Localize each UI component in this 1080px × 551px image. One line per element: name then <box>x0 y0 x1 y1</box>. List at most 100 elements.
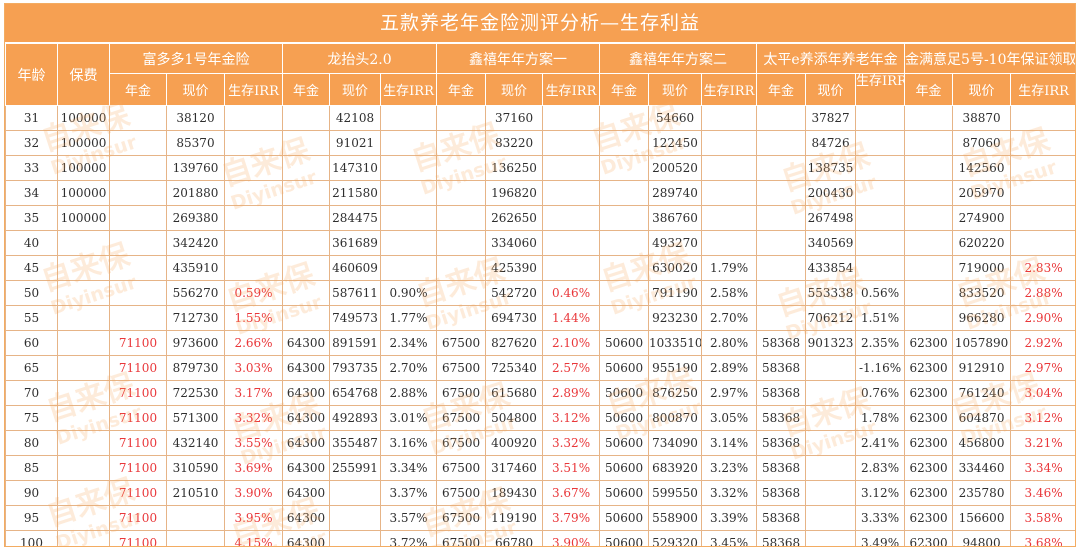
value-cell: 37160 <box>485 105 544 131</box>
value-cell: 71100 <box>109 530 167 546</box>
value-cell: 58368 <box>756 480 807 506</box>
value-cell: 71100 <box>109 355 167 381</box>
table-row: 31 100000 38120 42108 37160 54660 37827 38870 <box>5 105 1075 131</box>
value-cell: 587611 <box>329 280 382 306</box>
value-cell <box>223 180 284 206</box>
value-cell: 2.97% <box>701 380 758 406</box>
table-row: 55 712730 1.55% 749573 1.77% 694730 1.44% 92323… <box>5 305 1075 331</box>
value-cell: 504800 <box>485 405 544 431</box>
value-cell <box>282 205 331 231</box>
value-cell: 722530 <box>166 380 225 406</box>
table-row: 34 100000 201880 211580 196820 289740 200430 20… <box>5 180 1075 206</box>
value-cell: 973600 <box>166 330 225 356</box>
value-cell: 64300 <box>282 430 331 456</box>
value-cell: 734090 <box>648 430 703 456</box>
value-cell: 267498 <box>805 205 857 231</box>
value-cell <box>756 205 807 231</box>
value-cell: 604870 <box>952 405 1012 431</box>
value-cell: 912910 <box>952 355 1012 381</box>
value-cell <box>223 230 284 256</box>
value-cell: 94800 <box>952 530 1012 546</box>
value-cell <box>805 380 857 406</box>
value-cell: 901323 <box>805 330 857 356</box>
value-cell: 334460 <box>952 455 1012 481</box>
value-cell <box>904 255 954 281</box>
value-cell <box>904 105 954 131</box>
table-body: 31 100000 38120 42108 37160 54660 37827 38870 32… <box>5 105 1075 546</box>
subheader-survival-irr: 生存IRR <box>223 73 284 106</box>
value-cell: 355487 <box>329 430 382 456</box>
value-cell: 3.17% <box>223 380 284 406</box>
value-cell: 58368 <box>756 355 807 381</box>
value-cell <box>223 155 284 181</box>
value-cell <box>380 155 438 181</box>
value-cell <box>599 280 650 306</box>
value-cell: 3.34% <box>1010 455 1075 481</box>
value-cell: 3.34% <box>380 455 438 481</box>
value-cell: 62300 <box>904 355 954 381</box>
value-cell: 58368 <box>756 530 807 546</box>
value-cell <box>109 255 167 281</box>
value-cell: 58368 <box>756 430 807 456</box>
value-cell: 64300 <box>282 330 331 356</box>
header-age: 年龄 <box>5 43 58 106</box>
table-row: 100 71100 4.15% 64300 3.72% 67500 66780 3.90% 50… <box>5 530 1075 546</box>
value-cell: 62300 <box>904 430 954 456</box>
value-cell <box>380 205 438 231</box>
value-cell: 62300 <box>904 455 954 481</box>
value-cell <box>599 230 650 256</box>
value-cell: 50600 <box>599 530 650 546</box>
value-cell <box>329 480 382 506</box>
age-cell: 65 <box>5 355 58 381</box>
value-cell: 2.41% <box>855 430 906 456</box>
value-cell: 3.14% <box>701 430 758 456</box>
value-cell <box>223 205 284 231</box>
value-cell: 201880 <box>166 180 225 206</box>
table-row: 75 71100 571300 3.32% 64300 492893 3.01% 67500 5… <box>5 405 1075 431</box>
value-cell: 0.56% <box>855 280 906 306</box>
value-cell <box>380 180 438 206</box>
value-cell: 50600 <box>599 330 650 356</box>
value-cell: 67500 <box>436 530 487 546</box>
value-cell <box>904 280 954 306</box>
value-cell: 84726 <box>805 130 857 156</box>
value-cell: 50600 <box>599 405 650 431</box>
value-cell: 38870 <box>952 105 1012 131</box>
value-cell <box>542 155 601 181</box>
value-cell <box>436 280 487 306</box>
value-cell <box>599 130 650 156</box>
age-cell: 85 <box>5 455 58 481</box>
value-cell <box>1010 180 1075 206</box>
premium-cell <box>57 480 110 506</box>
value-cell: 433854 <box>805 255 857 281</box>
value-cell: 310590 <box>166 455 225 481</box>
value-cell <box>436 255 487 281</box>
table-row: 80 71100 432140 3.55% 64300 355487 3.16% 67500 4… <box>5 430 1075 456</box>
value-cell: 64300 <box>282 355 331 381</box>
subheader-cash-value: 现价 <box>648 73 703 106</box>
value-cell: 189430 <box>485 480 544 506</box>
subheader-cash-value: 现价 <box>952 73 1012 106</box>
value-cell: 2.70% <box>701 305 758 331</box>
value-cell: 156600 <box>952 505 1012 531</box>
table-row: 45 435910 460609 425390 630020 1.79% 433854 719… <box>5 255 1075 281</box>
age-cell: 34 <box>5 180 58 206</box>
premium-cell: 100000 <box>57 130 110 156</box>
subheader-cash-value: 现价 <box>166 73 225 106</box>
value-cell <box>282 155 331 181</box>
value-cell: 3.72% <box>380 530 438 546</box>
value-cell: 542720 <box>485 280 544 306</box>
premium-cell <box>57 280 110 306</box>
value-cell: 3.39% <box>701 505 758 531</box>
value-cell: 64300 <box>282 455 331 481</box>
value-cell <box>904 230 954 256</box>
value-cell: 620220 <box>952 230 1012 256</box>
value-cell <box>756 280 807 306</box>
value-cell <box>109 180 167 206</box>
value-cell <box>855 180 906 206</box>
value-cell: 3.57% <box>380 505 438 531</box>
value-cell: 4.15% <box>223 530 284 546</box>
table-row: 40 342420 361689 334060 493270 340569 620220 <box>5 230 1075 256</box>
value-cell: 3.12% <box>855 480 906 506</box>
value-cell: 833520 <box>952 280 1012 306</box>
